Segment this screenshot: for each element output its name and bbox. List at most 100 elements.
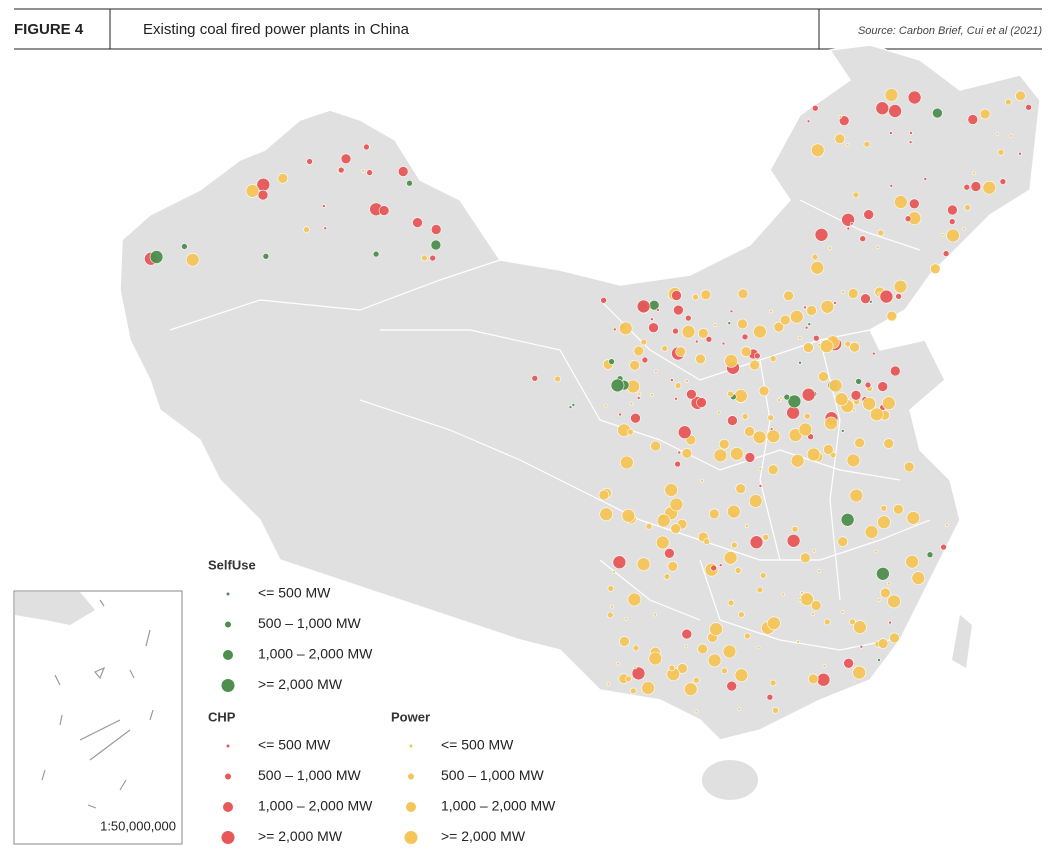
plant-marker [673, 304, 684, 316]
plant-marker [598, 489, 610, 501]
plant-marker [1004, 98, 1012, 106]
plant-marker [667, 561, 679, 572]
plant-marker [773, 321, 785, 333]
plant-marker [677, 663, 688, 674]
plant-marker [812, 334, 820, 342]
plant-marker [863, 209, 875, 220]
plant-marker [277, 173, 289, 184]
plant-marker [741, 413, 749, 420]
map [119, 44, 1041, 800]
plant-marker [869, 407, 884, 422]
legend-label: <= 500 MW [258, 737, 331, 753]
plant-marker [608, 358, 615, 365]
plant-marker [859, 235, 867, 242]
plant-marker [185, 252, 200, 267]
plant-marker [822, 664, 827, 668]
plant-marker [1025, 104, 1032, 111]
plant-marker [600, 296, 607, 304]
plant-marker [849, 618, 856, 626]
plant-marker [627, 592, 642, 607]
plant-marker [875, 245, 880, 249]
legend-swatch [221, 831, 235, 844]
plant-marker [814, 228, 829, 242]
plant-marker [672, 327, 679, 335]
plant-marker [846, 453, 861, 468]
plant-marker [879, 587, 891, 599]
plant-marker [906, 511, 921, 525]
scale-label: 1:50,000,000 [100, 818, 176, 833]
legend-label: <= 500 MW [258, 585, 331, 601]
plant-marker [650, 317, 654, 322]
plant-marker [877, 229, 885, 237]
plant-marker [738, 611, 745, 618]
plant-marker [1018, 151, 1022, 156]
plant-marker [879, 289, 894, 304]
legend-swatch [225, 773, 231, 780]
legend-label: >= 2,000 MW [258, 676, 343, 692]
plant-marker [378, 205, 390, 216]
plant-marker [823, 618, 831, 626]
plant-marker [849, 221, 854, 226]
plant-marker [864, 525, 879, 539]
legend-swatch [406, 802, 416, 812]
plant-marker [982, 180, 997, 195]
plant-marker [811, 612, 815, 616]
plant-marker [849, 341, 860, 353]
plant-marker [610, 378, 625, 393]
plant-marker [783, 393, 791, 401]
plant-marker [781, 592, 786, 597]
plant-marker [833, 301, 837, 305]
plant-marker [926, 551, 934, 559]
plant-marker [779, 314, 791, 326]
plant-marker [876, 566, 890, 581]
plant-marker [834, 392, 849, 407]
plant-marker [603, 403, 608, 408]
plant-marker [745, 524, 749, 528]
plant-marker [889, 131, 893, 135]
legend-label: 500 – 1,000 MW [258, 767, 362, 783]
plant-marker [807, 673, 819, 685]
plant-marker [650, 392, 654, 397]
plant-marker [619, 636, 630, 647]
plant-marker [727, 321, 732, 326]
plant-marker [710, 564, 718, 572]
plant-marker [606, 681, 611, 686]
plant-marker [777, 398, 781, 402]
hainan [702, 760, 758, 800]
plant-marker [668, 664, 676, 672]
plant-marker [675, 346, 687, 358]
plant-marker [531, 374, 539, 382]
plant-marker [904, 215, 912, 222]
plant-marker [619, 455, 634, 470]
legend-title: Power [391, 709, 430, 724]
plant-marker [801, 387, 816, 402]
plant-marker [694, 339, 699, 344]
plant-marker [670, 378, 674, 382]
plant-marker [766, 693, 774, 701]
plant-marker [664, 547, 675, 559]
plant-marker [697, 327, 709, 339]
plant-marker [656, 513, 671, 528]
plant-marker [684, 314, 692, 322]
figure-title: Existing coal fired power plants in Chin… [143, 21, 410, 38]
plant-marker [840, 512, 855, 527]
plant-marker [970, 181, 982, 192]
legend-title: CHP [208, 709, 236, 724]
plant-marker [430, 239, 442, 251]
plant-marker [908, 140, 913, 144]
plant-marker [372, 250, 380, 258]
plant-marker [692, 293, 699, 301]
plant-marker [798, 335, 802, 340]
plant-marker [907, 90, 922, 105]
plant-marker [972, 171, 976, 176]
plant-marker [729, 309, 734, 314]
inset: 1:50,000,000 [13, 590, 183, 845]
plant-marker [783, 290, 794, 302]
plant-marker [713, 323, 718, 327]
plant-marker [893, 503, 904, 515]
plant-marker [340, 153, 352, 165]
plant-marker [947, 204, 958, 216]
plant-marker [671, 290, 682, 301]
